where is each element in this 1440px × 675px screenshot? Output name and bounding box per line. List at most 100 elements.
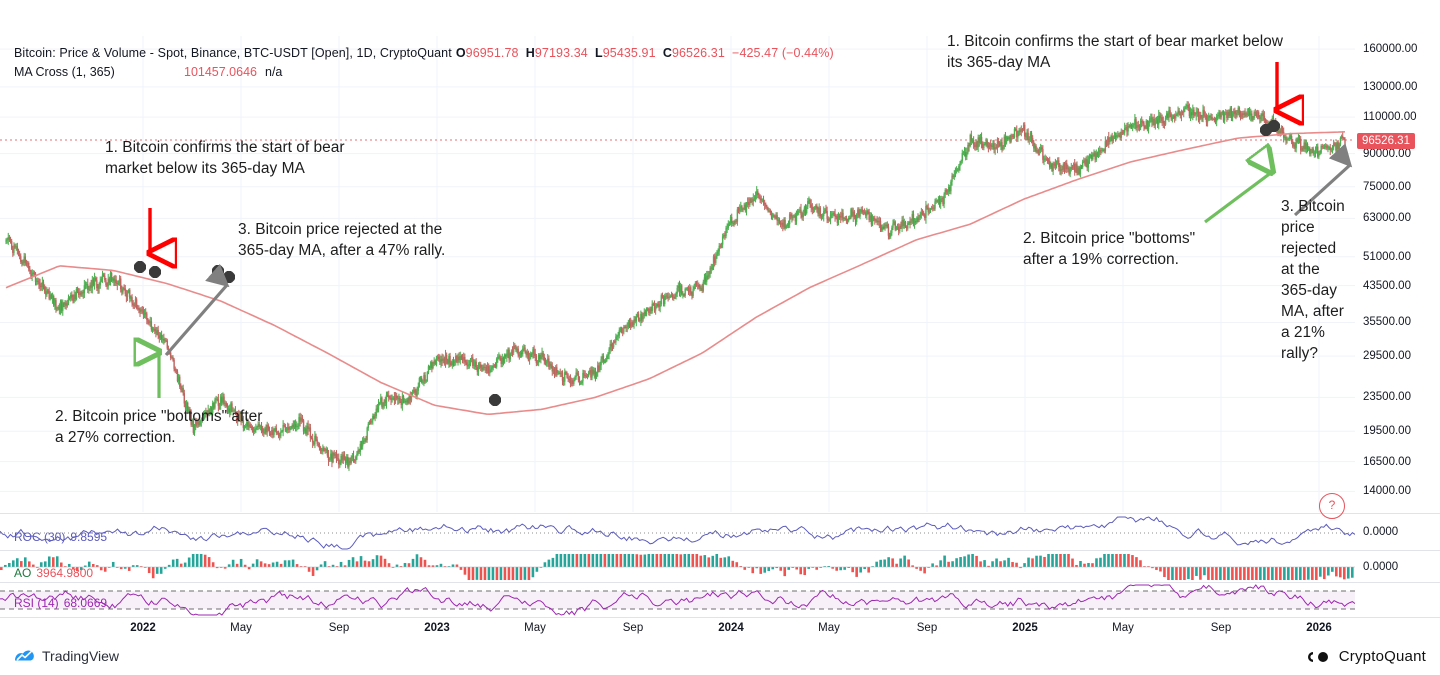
ao-bar [559,554,563,567]
legend-main-row[interactable]: Bitcoin: Price & Volume - Spot, Binance,… [14,46,834,61]
ao-bar [1175,567,1178,580]
roc-pane[interactable] [0,516,1355,550]
ao-bar [1035,555,1038,567]
ao-bar [1067,554,1070,567]
tradingview-logo[interactable]: TradingView [14,648,119,664]
ao-bar [1023,563,1026,567]
ao-bar [235,563,239,567]
roc-legend[interactable]: ROC (30) 9.8595 [14,530,107,544]
ao-bar [1223,567,1226,580]
annotation-3-left[interactable]: 3. Bitcoin price rejected at the 365-day… [238,221,446,259]
ao-bar [599,554,603,567]
ao-bar [795,567,799,570]
ao-bar [155,567,159,574]
symbol-title[interactable]: Bitcoin: Price & Volume - Spot, Binance,… [14,46,452,60]
ohlc-values: O96951.78 H97193.34 L95435.91 C96526.31 … [456,46,834,60]
ao-bar [975,555,978,567]
ao-bar [1071,558,1074,567]
ao-bar [503,567,507,580]
ao-bar [1283,567,1286,580]
ao-bar [363,560,367,567]
chart-legend: Bitcoin: Price & Volume - Spot, Binance,… [14,46,834,80]
ao-bar [151,567,155,579]
ao-bar [659,554,663,567]
price-tick: 19500.00 [1363,425,1411,438]
ao-bar [539,567,543,568]
ao-bar [275,561,279,567]
ao-bar [1351,567,1354,578]
annotation-1-right[interactable]: 1. Bitcoin confirms the start of bear ma… [947,33,1283,71]
cryptoquant-logo[interactable]: CryptoQuant [1307,648,1426,665]
annotation-3-right[interactable]: 3. Bitcoin price rejected at the 365-day… [1281,198,1345,362]
rsi-value: 68.0669 [63,596,108,610]
ao-bar [415,554,419,567]
ao-bar [915,567,918,569]
tradingview-icon [15,650,34,661]
ao-bar [63,566,67,567]
ao-bar [347,559,351,567]
annotation-2-right[interactable]: 2. Bitcoin price "bottoms" after a 19% c… [1023,230,1196,268]
time-tick: May [524,622,546,634]
ao-bar [1059,554,1062,567]
ao-bar [855,567,858,577]
ao-bar [835,567,838,571]
ao-bar [327,566,331,567]
rsi-band [0,591,1355,609]
ao-bar [1063,554,1066,567]
price-scale[interactable]: 160000.00 130000.00 110000.00 90000.00 75000… [1355,36,1440,618]
time-tick: May [818,622,840,634]
ao-bar [499,567,503,580]
ao-bar [1171,567,1174,580]
ao-bar [55,556,59,567]
ao-bar [39,562,43,567]
time-tick: May [1112,622,1134,634]
ao-bar [171,559,175,567]
ao-bar [947,561,950,567]
ao-bar [11,560,15,567]
help-question-icon[interactable]: ? [1319,493,1345,519]
ao-bar [1279,567,1282,580]
ao-bar [1263,567,1266,580]
ao-bar [1287,567,1290,580]
time-scale[interactable]: 2022 May Sep 2023 May Sep 2024 May Sep 2025 May Sep… [0,618,1355,644]
ao-bar [735,562,739,567]
rsi-legend[interactable]: RSI (14) 68.0669 [14,596,107,610]
ao-legend[interactable]: AO 3964.9800 [14,566,93,580]
rsi-pane[interactable] [0,584,1355,616]
ao-bar [747,567,751,568]
ao-bar [1259,567,1262,580]
change-value: −425.47 (−0.44%) [732,46,834,60]
ao-bar [1315,567,1318,580]
ao-bar [959,557,962,567]
ao-bar [883,559,886,567]
ao-bar [467,567,471,580]
annotation-1-left[interactable]: 1. Bitcoin confirms the start of bear ma… [105,139,345,177]
ao-bar [207,557,211,567]
time-tick: Sep [916,622,938,634]
ao-bar [923,567,926,574]
ma-cross-name[interactable]: MA Cross (1, 365) [14,65,115,79]
ao-bar [31,564,35,567]
legend-indicator-row[interactable]: MA Cross (1, 365) 101457.0646 n/a [14,65,834,80]
ao-bar [1099,557,1102,567]
ao-pane[interactable] [0,552,1355,582]
ao-bar [107,567,111,568]
ao-bar [191,554,195,567]
ao-bar [1199,567,1202,580]
ao-bar [527,567,531,580]
ao-bar [1275,567,1278,580]
ao-bar [1231,567,1234,580]
ao-bar [339,561,343,567]
pane-separator-1 [0,513,1440,514]
ma-cross-marker [212,265,224,277]
ao-bar [1147,566,1150,567]
ao-bar [179,563,183,567]
ao-bar [243,564,247,567]
ao-bar [367,561,371,567]
price-pane[interactable] [0,36,1355,512]
ao-bar [299,566,303,567]
ao-bar [1307,567,1310,580]
ao-bar [1311,567,1314,580]
annotation-2-left[interactable]: 2. Bitcoin price "bottoms" after a 27% c… [55,408,263,446]
ao-bar [739,566,743,567]
